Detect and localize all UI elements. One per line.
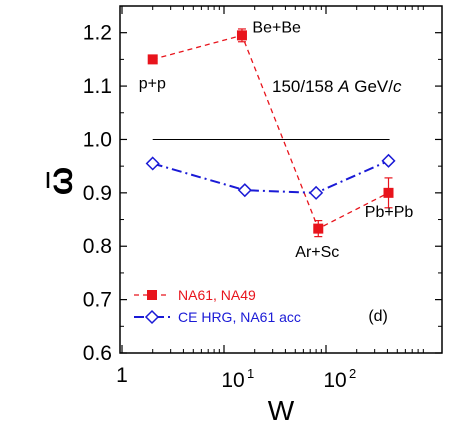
x-tick-exponent-2: 2 bbox=[349, 366, 356, 381]
annotation-d: (d) bbox=[368, 308, 388, 325]
energy-label-a: A bbox=[337, 77, 349, 96]
data-point bbox=[145, 156, 160, 171]
y-tick-label: 0.7 bbox=[83, 289, 112, 312]
legend-marker bbox=[147, 290, 157, 300]
data-point bbox=[383, 187, 394, 198]
data-point bbox=[309, 185, 324, 200]
series-line bbox=[152, 159, 389, 194]
y-tick-label: 0.9 bbox=[83, 182, 112, 205]
plot-frame bbox=[119, 5, 443, 354]
legend-entry-0: NA61, NA49 bbox=[134, 287, 256, 303]
legend: NA61, NA49 CE HRG, NA61 acc bbox=[134, 287, 301, 325]
legend-entry-1: CE HRG, NA61 acc bbox=[134, 309, 301, 325]
series-layer bbox=[145, 28, 396, 238]
x-tick-exponent-1: 1 bbox=[247, 366, 254, 381]
annotation-bebe: Be+Be bbox=[252, 20, 301, 37]
y-tick-label: 1.0 bbox=[83, 128, 112, 151]
series-line bbox=[152, 34, 389, 230]
legend-label: CE HRG, NA61 acc bbox=[178, 309, 301, 325]
annotation-arsc: Ar+Sc bbox=[295, 244, 339, 261]
energy-label-prefix: 150/158 bbox=[272, 77, 338, 96]
data-point bbox=[236, 30, 247, 41]
y-tick-label: 1.1 bbox=[83, 75, 112, 98]
x-tick-labels: 1 10 1 10 2 bbox=[116, 364, 356, 392]
data-point bbox=[381, 153, 396, 168]
y-tick-label: 0.6 bbox=[83, 342, 112, 365]
y-tick-labels: 0.6 0.7 0.8 0.9 1.0 1.1 1.2 bbox=[83, 22, 112, 365]
series-0 bbox=[147, 28, 394, 238]
legend-label: NA61, NA49 bbox=[178, 287, 256, 303]
annotation-pp: p+p bbox=[139, 76, 166, 93]
series-1 bbox=[145, 153, 396, 200]
axis-ticks bbox=[120, 6, 442, 354]
x-axis-title: W bbox=[268, 395, 295, 426]
data-point bbox=[237, 183, 252, 198]
data-point bbox=[147, 54, 158, 65]
x-tick-label-100: 10 bbox=[323, 369, 346, 392]
energy-label: 150/158 A GeV/c bbox=[272, 77, 402, 96]
energy-label-c: c bbox=[393, 77, 402, 96]
annotations: p+p Be+Be Ar+Sc Pb+Pb (d) bbox=[139, 20, 414, 325]
x-tick-label-10: 10 bbox=[221, 369, 244, 392]
legend-marker bbox=[144, 309, 160, 325]
annotation-pbpb: Pb+Pb bbox=[365, 204, 414, 221]
y-tick-label: 0.8 bbox=[83, 235, 112, 258]
y-tick-label: 1.2 bbox=[83, 22, 112, 45]
x-tick-label-1: 1 bbox=[116, 364, 128, 387]
energy-label-unit: GeV/ bbox=[350, 77, 394, 96]
data-point bbox=[313, 223, 324, 234]
y-axis-title-group: ω bbox=[42, 167, 80, 196]
